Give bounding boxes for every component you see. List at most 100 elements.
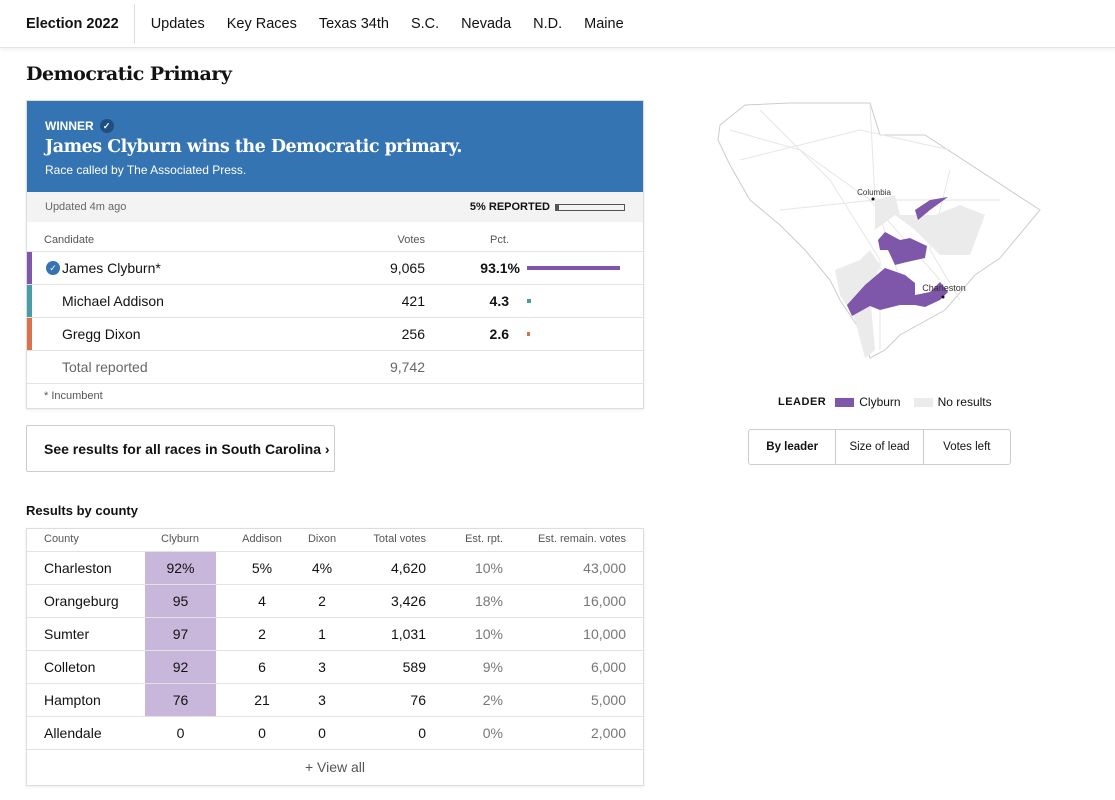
- candidate-votes: 421: [401, 293, 425, 309]
- cell-dixon: 0: [318, 725, 326, 741]
- nav-nevada[interactable]: Nevada: [461, 15, 512, 32]
- tab-votes-left[interactable]: Votes left: [922, 430, 1010, 464]
- map-legend: LEADER Clyburn No results: [778, 395, 992, 409]
- see-all-results-button[interactable]: See results for all races in South Carol…: [26, 425, 335, 472]
- state-outline: [717, 102, 1041, 359]
- cell-est-reported: 9%: [482, 659, 503, 675]
- county-map[interactable]: Columbia Charleston: [700, 90, 1050, 370]
- total-label: Total reported: [62, 359, 148, 375]
- winner-banner: WINNER ✓ James Clyburn wins the Democrati…: [27, 101, 643, 192]
- cell-addison: 2: [258, 626, 266, 642]
- header-est-remaining[interactable]: Est. remain. votes: [537, 533, 626, 545]
- nav-key-races[interactable]: Key Races: [226, 15, 297, 32]
- city-label-charleston: Charleston: [922, 283, 966, 293]
- cell-total-votes: 0: [418, 725, 426, 741]
- legend-swatch-clyburn: [835, 397, 855, 407]
- header-addison[interactable]: Addison: [242, 533, 282, 545]
- winner-label: WINNER: [45, 119, 94, 133]
- candidate-pct: 93.1%: [480, 260, 520, 276]
- cell-clyburn: 92: [145, 651, 216, 684]
- candidate-pct: 2.6: [489, 326, 509, 342]
- nav-sc[interactable]: S.C.: [410, 15, 440, 32]
- cell-clyburn: 0: [176, 725, 185, 741]
- county-row[interactable]: Allendale 0 0 0 0 0% 2,000: [27, 716, 643, 749]
- tab-by-leader[interactable]: By leader: [766, 441, 819, 453]
- candidate-votes: 9,065: [389, 260, 425, 276]
- incumbent-footnote: * Incumbent: [27, 383, 643, 408]
- header-est-reported[interactable]: Est. rpt.: [465, 533, 503, 545]
- cell-est-reported: 2%: [482, 692, 503, 708]
- cell-est-remaining: 6,000: [590, 659, 626, 675]
- cell-dixon: 1: [318, 626, 326, 642]
- legend-title: LEADER: [778, 396, 827, 408]
- cell-dixon: 3: [318, 659, 326, 675]
- cell-addison: 0: [258, 725, 266, 741]
- page-title: Democratic Primary: [26, 63, 232, 85]
- cell-est-reported: 18%: [474, 593, 503, 609]
- cell-county: Orangeburg: [44, 593, 119, 609]
- county-no-results: [875, 195, 985, 255]
- county-row[interactable]: Orangeburg 95 4 2 3,426 18% 16,000: [27, 584, 643, 618]
- cell-est-remaining: 2,000: [590, 725, 626, 741]
- header-clyburn[interactable]: Clyburn: [161, 533, 199, 545]
- cell-addison: 21: [254, 692, 270, 708]
- candidate-row: Michael Addison 421 4.3: [27, 284, 643, 317]
- cell-total-votes: 589: [402, 659, 426, 675]
- county-results-title: Results by county: [26, 503, 138, 518]
- check-icon: ✓: [99, 119, 114, 133]
- total-votes: 9,742: [389, 359, 425, 375]
- cell-county: Sumter: [44, 626, 90, 642]
- nav-brand[interactable]: Election 2022: [26, 3, 135, 44]
- legend-no-results: No results: [937, 395, 992, 409]
- cell-dixon: 4%: [311, 560, 333, 576]
- county-clyburn: [847, 268, 948, 316]
- candidate-votes: 256: [401, 326, 425, 342]
- candidate-row: Gregg Dixon 256 2.6: [27, 317, 643, 350]
- cell-total-votes: 1,031: [390, 626, 426, 642]
- cell-county: Colleton: [44, 659, 96, 675]
- header-candidate: Candidate: [44, 233, 95, 246]
- header-county[interactable]: County: [44, 533, 79, 545]
- candidate-name: Michael Addison: [62, 293, 164, 309]
- nav-updates[interactable]: Updates: [150, 15, 205, 32]
- legend-swatch-no-results: [913, 397, 933, 407]
- cell-total-votes: 3,426: [390, 593, 426, 609]
- county-clyburn: [915, 197, 948, 220]
- cell-est-remaining: 43,000: [583, 560, 626, 576]
- cell-addison: 6: [258, 659, 266, 675]
- cell-county: Allendale: [44, 725, 102, 741]
- cell-clyburn: 95: [145, 585, 216, 618]
- county-row[interactable]: Hampton 76 21 3 76 2% 5,000: [27, 683, 643, 717]
- candidate-pct-bar: [527, 266, 621, 270]
- cell-addison: 4: [258, 593, 266, 609]
- cell-est-remaining: 5,000: [590, 692, 626, 708]
- county-row[interactable]: Colleton 92 6 3 589 9% 6,000: [27, 650, 643, 684]
- legend-clyburn: Clyburn: [859, 395, 901, 409]
- candidate-row: ✓ James Clyburn* 9,065 93.1%: [27, 251, 643, 284]
- view-all-counties-button[interactable]: + View all: [27, 749, 643, 785]
- county-clyburn: [878, 232, 927, 265]
- nav-nd[interactable]: N.D.: [533, 15, 563, 32]
- cell-est-reported: 10%: [474, 560, 503, 576]
- race-called-by: Race called by The Associated Press.: [45, 163, 247, 177]
- cell-est-reported: 10%: [474, 626, 503, 642]
- cell-addison: 5%: [251, 560, 273, 576]
- cell-clyburn: 97: [145, 618, 216, 651]
- header-total-votes[interactable]: Total votes: [373, 533, 426, 545]
- nav-texas-34th[interactable]: Texas 34th: [318, 15, 389, 32]
- tab-size-of-lead[interactable]: Size of lead: [835, 430, 922, 464]
- header-dixon[interactable]: Dixon: [307, 533, 337, 545]
- city-label-columbia: Columbia: [857, 188, 891, 197]
- candidate-name: Gregg Dixon: [62, 326, 141, 342]
- candidate-pct: 4.3: [489, 293, 509, 309]
- winner-check-icon: ✓: [46, 261, 60, 275]
- map-mode-tabs: By leader Size of lead Votes left: [748, 429, 1011, 465]
- nav-maine[interactable]: Maine: [584, 15, 624, 32]
- cell-clyburn: 92%: [145, 552, 216, 585]
- cell-total-votes: 4,620: [390, 560, 426, 576]
- updated-time: Updated 4m ago: [45, 201, 127, 213]
- county-table: County Clyburn Addison Dixon Total votes Est.…: [26, 528, 644, 786]
- candidate-name: James Clyburn*: [62, 260, 161, 276]
- county-row[interactable]: Sumter 97 2 1 1,031 10% 10,000: [27, 617, 643, 651]
- county-row[interactable]: Charleston 92% 5% 4% 4,620 10% 43,000: [27, 551, 643, 585]
